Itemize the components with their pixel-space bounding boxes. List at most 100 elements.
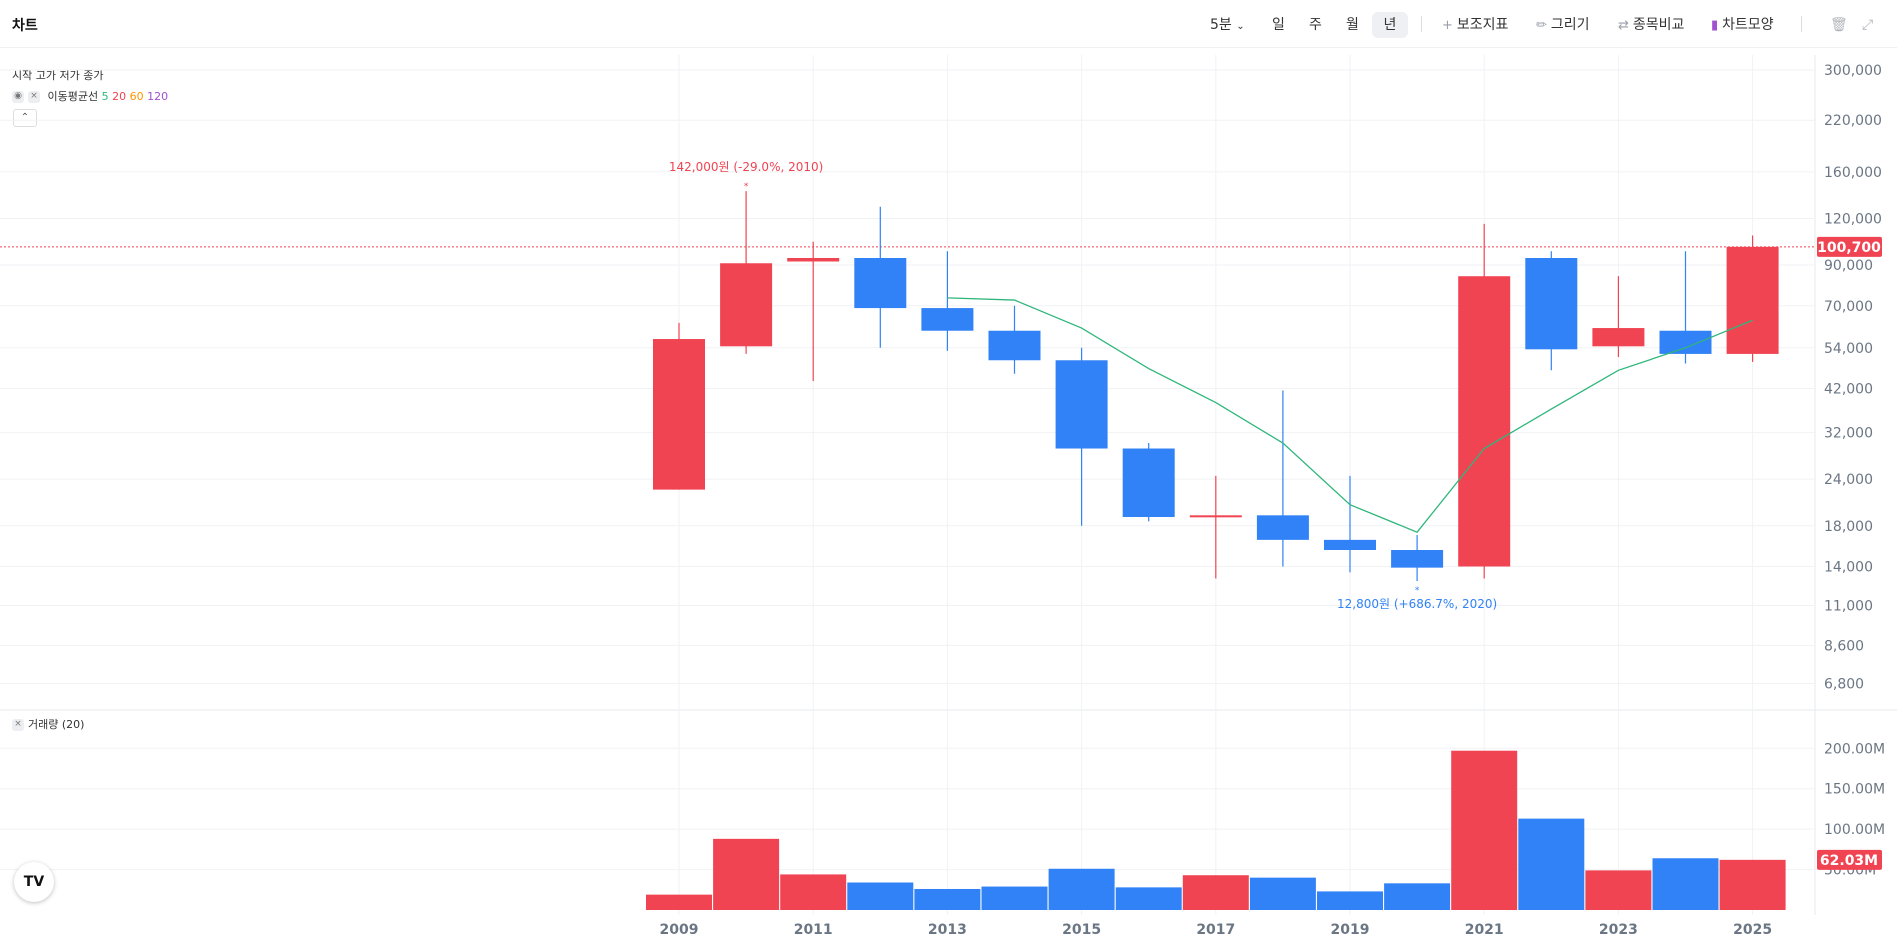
ma-period-60: 60 — [129, 90, 144, 103]
volume-bar — [1249, 877, 1316, 910]
chart-title: 차트 — [12, 18, 38, 34]
compare-button[interactable]: ⇄ 종목비교 — [1612, 12, 1690, 38]
period-week-button[interactable]: 주 — [1309, 17, 1322, 33]
price-tick-label: 32,000 — [1824, 426, 1873, 442]
chart-style-button[interactable]: ▮ 차트모양 — [1705, 12, 1780, 38]
x-tick-label: 2023 — [1599, 922, 1638, 938]
chart-toolbar: 차트 5분 ⌄ 일 주 월 년 + 보조지표 ✏ 그리기 ⇄ 종목비교 ▮ 차트모양 🗑… — [0, 0, 1897, 48]
candle-body — [1256, 515, 1309, 540]
collapse-icon[interactable]: ⤢ — [1862, 17, 1874, 33]
draw-button[interactable]: ✏ 그리기 — [1530, 12, 1596, 38]
close-icon[interactable]: × — [28, 91, 40, 103]
volume-bar — [1048, 868, 1115, 910]
volume-tick-label: 50.00M — [1824, 863, 1876, 879]
candle-body — [988, 330, 1041, 361]
volume-bar — [1384, 883, 1451, 910]
low-annotation: 12,800원 (+686.7%, 2020) — [1337, 597, 1497, 611]
candle-body — [854, 257, 907, 309]
price-tick-label: 18,000 — [1824, 519, 1873, 535]
last-volume-badge — [1817, 849, 1882, 870]
chevron-down-icon: ⌄ — [1236, 21, 1245, 32]
candle-body — [720, 263, 773, 347]
candle-body — [1659, 330, 1712, 354]
volume-bar — [1585, 870, 1652, 910]
volume-bar — [1652, 858, 1719, 910]
ma-period-5: 5 — [101, 90, 109, 103]
x-tick-label: 2015 — [1062, 922, 1101, 938]
candle-body — [1726, 246, 1779, 354]
indicator-label: 보조지표 — [1456, 17, 1509, 33]
ma5-line — [947, 297, 1753, 533]
period-year-button[interactable]: 년 — [1372, 12, 1408, 38]
volume-bar — [713, 838, 780, 910]
volume-tick-label: 200.00M — [1824, 741, 1885, 757]
x-tick-label: 2021 — [1465, 922, 1504, 938]
candle-body — [1592, 328, 1645, 347]
swap-icon: ⇄ — [1618, 18, 1629, 33]
price-tick-label: 220,000 — [1824, 113, 1882, 129]
price-tick-label: 14,000 — [1824, 559, 1873, 575]
candle-body — [1324, 539, 1376, 550]
candle-body — [1189, 515, 1242, 518]
ma-period-120: 120 — [147, 90, 169, 103]
x-tick-label: 2017 — [1196, 922, 1235, 938]
draw-label: 그리기 — [1550, 17, 1590, 33]
x-tick-label: 2019 — [1331, 922, 1370, 938]
x-tick-label: 2011 — [794, 922, 833, 938]
last-price-label: 100,700 — [1817, 240, 1881, 256]
last-volume-label: 62.03M — [1820, 853, 1878, 869]
volume-tick-label: 150.00M — [1824, 782, 1885, 798]
volume-label: 거래량 (20) — [28, 718, 85, 731]
price-tick-label: 11,000 — [1824, 599, 1873, 615]
high-marker: * — [744, 182, 749, 192]
low-marker: * — [1415, 586, 1420, 596]
tradingview-logo[interactable]: TV — [14, 862, 54, 902]
ma-period-20: 20 — [112, 90, 127, 103]
candle-body — [1391, 549, 1444, 568]
candle-body — [1525, 257, 1578, 350]
price-tick-label: 90,000 — [1824, 258, 1873, 274]
price-tick-label: 70,000 — [1824, 299, 1873, 315]
compare-label: 종목비교 — [1632, 17, 1685, 33]
price-tick-label: 6,800 — [1824, 676, 1864, 692]
trash-icon[interactable]: 🗑 — [1830, 17, 1848, 33]
candle-body — [1122, 448, 1175, 518]
toolbar-divider — [1801, 16, 1802, 32]
volume-bar — [1518, 818, 1585, 910]
toolbar-divider — [1421, 16, 1422, 32]
candle-body — [653, 339, 705, 490]
price-tick-label: 120,000 — [1824, 211, 1882, 227]
volume-bar — [780, 874, 847, 910]
price-tick-label: 160,000 — [1824, 165, 1882, 181]
x-tick-label: 2025 — [1733, 922, 1772, 938]
indicator-button[interactable]: + 보조지표 — [1436, 12, 1514, 38]
volume-tick-label: 100.00M — [1824, 822, 1885, 838]
candle-style-icon: ▮ — [1711, 18, 1719, 33]
period-month-button[interactable]: 월 — [1346, 17, 1359, 33]
volume-bar — [1182, 875, 1249, 910]
volume-legend: × 거래량 (20) — [12, 716, 84, 732]
candle-body — [1458, 276, 1511, 567]
volume-bar — [646, 894, 712, 910]
volume-bar — [847, 882, 914, 910]
price-tick-label: 24,000 — [1824, 472, 1873, 488]
ohlc-legend: 시작 고가 저가 종가 — [12, 69, 104, 82]
candle-body — [921, 308, 974, 331]
x-tick-label: 2013 — [928, 922, 967, 938]
close-icon[interactable]: × — [12, 719, 24, 731]
volume-bar — [1317, 891, 1383, 910]
volume-bar — [1719, 859, 1786, 910]
price-tick-label: 300,000 — [1824, 63, 1882, 79]
volume-bar — [981, 886, 1048, 910]
price-tick-label: 54,000 — [1824, 341, 1873, 357]
chart-style-label: 차트모양 — [1722, 17, 1774, 33]
price-tick-label: 42,000 — [1824, 382, 1873, 398]
legend-collapse-button[interactable]: ⌃ — [13, 109, 37, 127]
volume-bar — [1115, 887, 1182, 910]
last-price-badge — [1817, 236, 1882, 257]
period-day-button[interactable]: 일 — [1272, 17, 1285, 33]
ma-legend: ◉ × 이동평균선 5 20 60 120 — [12, 88, 168, 104]
eye-icon[interactable]: ◉ — [12, 91, 24, 103]
interval-dropdown[interactable]: 5분 ⌄ — [1204, 12, 1251, 38]
